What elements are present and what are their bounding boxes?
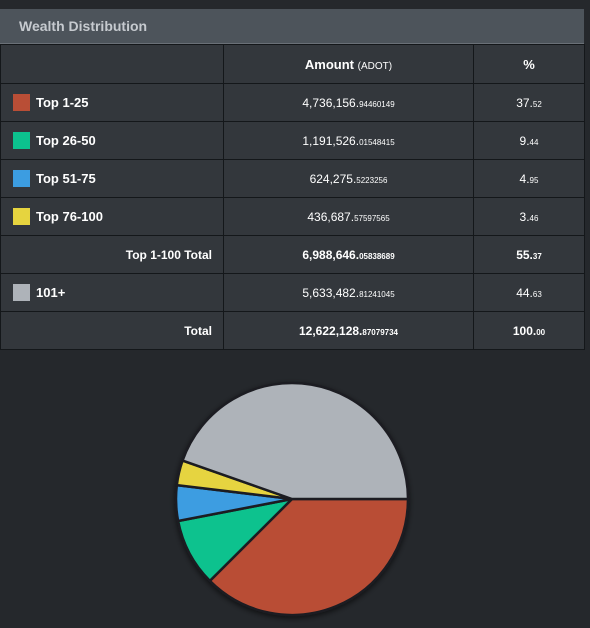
row-label: Top 76-100 bbox=[36, 209, 103, 224]
wealth-distribution-panel: Wealth Distribution Amount (ADOT) % Top … bbox=[0, 9, 585, 350]
row-label: Top 26-50 bbox=[36, 133, 96, 148]
header-amount: Amount (ADOT) bbox=[304, 56, 393, 72]
legend-swatch bbox=[13, 284, 30, 301]
table-row: 101+ 5,633,482.81241045 44.63 bbox=[0, 273, 585, 312]
row-pct: 3.46 bbox=[473, 197, 585, 236]
table-row: Top 26-50 1,191,526.01548415 9.44 bbox=[0, 121, 585, 160]
header-pct: % bbox=[523, 56, 535, 72]
legend-swatch bbox=[13, 94, 30, 111]
row-amount: 5,633,482.81241045 bbox=[223, 273, 474, 312]
pie-slice-top-1-25[interactable] bbox=[208, 497, 410, 617]
row-amount: 436,687.57597565 bbox=[223, 197, 474, 236]
header-label-cell bbox=[0, 44, 224, 84]
row-pct: 44.63 bbox=[473, 273, 585, 312]
row-pct: 9.44 bbox=[473, 121, 585, 160]
row-label: Top 1-25 bbox=[36, 95, 89, 110]
legend-swatch bbox=[13, 170, 30, 187]
total-label: Total bbox=[0, 311, 224, 350]
table-row: Top 1-25 4,736,156.94460149 37.52 bbox=[0, 83, 585, 122]
header-amount-cell: Amount (ADOT) bbox=[223, 44, 474, 84]
subtotal-label: Top 1-100 Total bbox=[0, 235, 224, 274]
pie-chart-svg bbox=[174, 381, 410, 617]
row-amount: 624,275.5223256 bbox=[223, 159, 474, 198]
row-pct: 4.95 bbox=[473, 159, 585, 198]
wealth-table: Amount (ADOT) % Top 1-25 4,736,156.94460… bbox=[0, 44, 585, 350]
row-amount: 1,191,526.01548415 bbox=[223, 121, 474, 160]
row-label: Top 51-75 bbox=[36, 171, 96, 186]
table-row: Top 76-100 436,687.57597565 3.46 bbox=[0, 197, 585, 236]
total-amount: 12,622,128.87079734 bbox=[223, 311, 474, 350]
table-header-row: Amount (ADOT) % bbox=[0, 44, 585, 84]
panel-header: Wealth Distribution bbox=[0, 9, 584, 44]
header-pct-cell: % bbox=[473, 44, 585, 84]
table-row: Top 51-75 624,275.5223256 4.95 bbox=[0, 159, 585, 198]
panel-title: Wealth Distribution bbox=[19, 18, 148, 34]
total-pct: 100.00 bbox=[473, 311, 585, 350]
pie-chart bbox=[160, 371, 420, 623]
row-label: 101+ bbox=[36, 285, 66, 300]
subtotal-amount: 6,988,646.05838689 bbox=[223, 235, 474, 274]
row-pct: 37.52 bbox=[473, 83, 585, 122]
pie-slice-101-[interactable] bbox=[181, 381, 410, 501]
total-row: Total 12,622,128.87079734 100.00 bbox=[0, 311, 585, 350]
subtotal-row: Top 1-100 Total 6,988,646.05838689 55.37 bbox=[0, 235, 585, 274]
subtotal-pct: 55.37 bbox=[473, 235, 585, 274]
legend-swatch bbox=[13, 132, 30, 149]
legend-swatch bbox=[13, 208, 30, 225]
row-amount: 4,736,156.94460149 bbox=[223, 83, 474, 122]
header-unit: (ADOT) bbox=[357, 60, 393, 72]
